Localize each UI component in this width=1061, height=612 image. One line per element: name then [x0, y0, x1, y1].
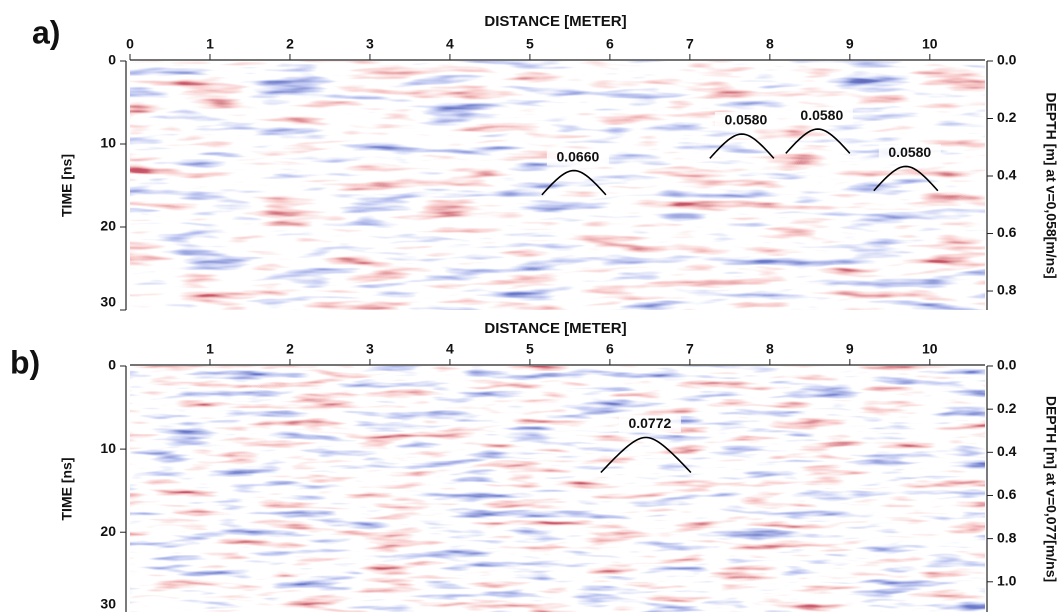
x-tick-label: 10	[922, 341, 938, 357]
y-tick-label: 0	[108, 52, 116, 68]
y2-tick-label: 0.6	[997, 224, 1017, 240]
annotation-box	[714, 112, 777, 130]
annotation-box	[878, 144, 941, 162]
annotation-label: 0.0580	[800, 107, 843, 123]
y2-tick-label: 0.4	[997, 443, 1017, 459]
y2-tick-label: 0.6	[997, 486, 1017, 502]
y-tick-label: 20	[100, 523, 116, 539]
panel-label: b)	[10, 344, 40, 380]
y2-tick-label: 1.0	[997, 572, 1017, 588]
y-tick-label: 20	[100, 218, 116, 234]
x-axis-title: DISTANCE [METER]	[484, 320, 626, 337]
radargram-image	[130, 61, 985, 310]
x-tick-label: 3	[366, 36, 374, 52]
x-tick-label: 2	[286, 341, 294, 357]
x-tick-label: 6	[606, 36, 614, 52]
y2-tick-label: 0.0	[997, 52, 1017, 68]
y-axis-title: TIME [ns]	[59, 458, 75, 521]
x-tick-label: 7	[686, 36, 694, 52]
panel-label: a)	[32, 14, 60, 50]
y2-tick-label: 0.0	[997, 357, 1017, 373]
hyperbola-fit	[541, 169, 607, 196]
y2-tick-label: 0.8	[997, 529, 1017, 545]
annotation-box	[790, 107, 853, 125]
x-tick-label: 10	[922, 36, 938, 52]
x-tick-label: 8	[766, 36, 774, 52]
annotation-box	[546, 148, 609, 166]
x-tick-label: 8	[766, 341, 774, 357]
y2-tick-label: 0.2	[997, 400, 1017, 416]
hyperbola-fit	[873, 165, 939, 192]
y-tick-label: 10	[100, 440, 116, 456]
y-tick-label: 30	[100, 294, 116, 310]
y-axis-title: TIME [ns]	[59, 154, 75, 217]
x-tick-label: 1	[206, 341, 214, 357]
x-axis-title: DISTANCE [METER]	[484, 13, 626, 30]
x-tick-label: 9	[846, 36, 854, 52]
x-tick-label: 9	[846, 341, 854, 357]
x-tick-label: 5	[526, 341, 534, 357]
hyperbola-fit	[709, 133, 775, 159]
x-tick-label: 5	[526, 36, 534, 52]
annotation-label: 0.0660	[556, 148, 599, 164]
annotation-label: 0.0580	[724, 112, 767, 128]
hyperbola-fit	[600, 436, 692, 474]
y2-axis-title: DEPTH [m] at v=0,058[m/ns]	[1043, 92, 1059, 278]
y-tick-label: 30	[100, 596, 116, 612]
y2-tick-label: 0.4	[997, 167, 1017, 183]
x-tick-label: 4	[446, 36, 454, 52]
y2-axis-title: DEPTH [m] at v=0,077[m/ns]	[1043, 396, 1059, 582]
y2-tick-label: 0.8	[997, 282, 1017, 298]
x-tick-label: 2	[286, 36, 294, 52]
y-tick-label: 10	[100, 135, 116, 151]
x-tick-label: 4	[446, 341, 454, 357]
y2-tick-label: 0.2	[997, 109, 1017, 125]
x-tick-label: 0	[126, 36, 134, 52]
annotation-label: 0.0772	[628, 415, 671, 431]
annotation-label: 0.0580	[888, 144, 931, 160]
x-tick-label: 1	[206, 36, 214, 52]
x-tick-label: 3	[366, 341, 374, 357]
annotation-box	[618, 415, 681, 433]
y-tick-label: 0	[108, 357, 116, 373]
x-tick-label: 7	[686, 341, 694, 357]
hyperbola-fit	[785, 128, 851, 154]
radargram-image	[130, 366, 985, 612]
x-tick-label: 6	[606, 341, 614, 357]
